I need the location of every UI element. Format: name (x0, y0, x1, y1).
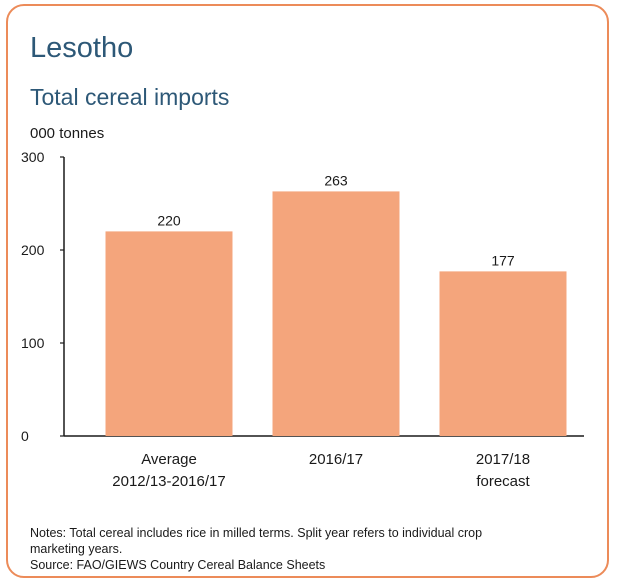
y-tick-label: 300 (21, 149, 45, 165)
y-tick-label: 200 (21, 242, 45, 258)
x-tick-label: 2017/18 (476, 451, 530, 468)
x-tick-label: forecast (476, 473, 530, 490)
bar (272, 191, 400, 436)
notes-line-2: marketing years. (30, 542, 123, 556)
y-tick-label: 0 (21, 428, 29, 444)
chart-subtitle: Total cereal imports (30, 84, 230, 110)
data-label: 177 (491, 252, 515, 268)
notes-line-1: Notes: Total cereal includes rice in mil… (30, 526, 483, 540)
x-tick-label: 2016/17 (309, 451, 363, 468)
x-tick-label: Average (141, 451, 197, 468)
bar (105, 231, 233, 436)
y-axis-unit: 000 tonnes (30, 125, 105, 142)
x-tick-label: 2012/13-2016/17 (112, 473, 225, 490)
data-label: 263 (324, 172, 348, 188)
y-tick-label: 100 (21, 335, 45, 351)
source-line: Source: FAO/GIEWS Country Cereal Balance… (30, 558, 326, 572)
data-label: 220 (157, 212, 181, 228)
chart-title: Lesotho (30, 32, 134, 64)
bar (439, 271, 567, 436)
chart-notes: Notes: Total cereal includes rice in mil… (30, 525, 610, 573)
